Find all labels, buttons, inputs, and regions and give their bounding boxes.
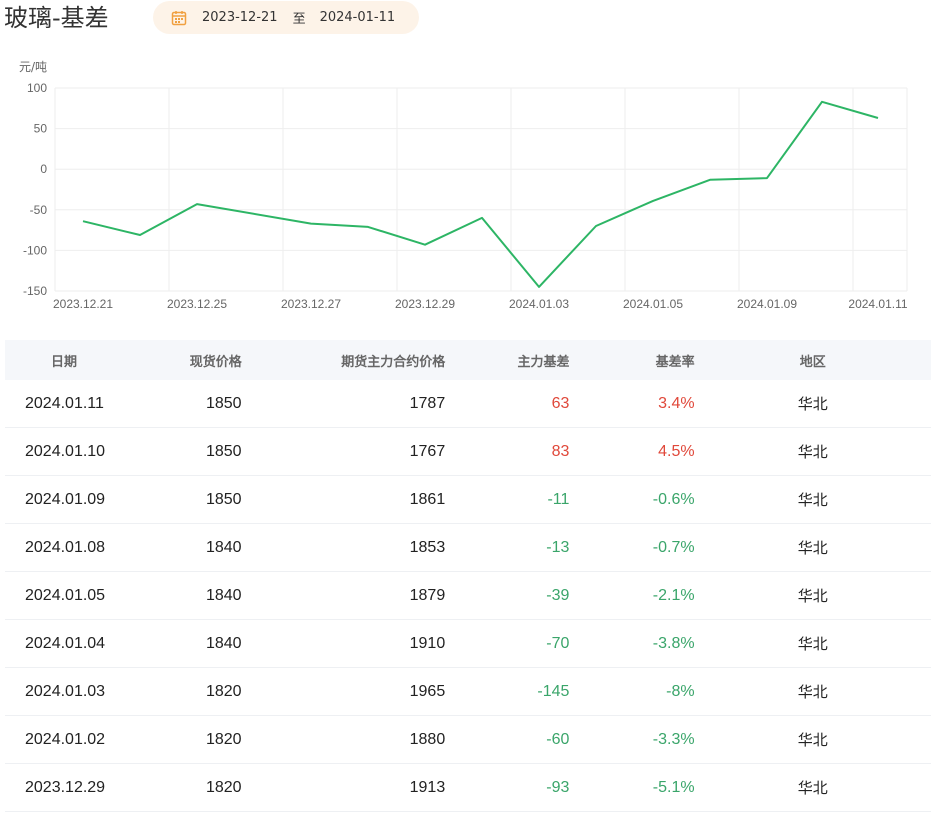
cell-region: 华北 <box>797 491 828 509</box>
cell-region: 华北 <box>797 395 828 413</box>
table-row[interactable]: 2024.01.04 1840 1910 -70 -3.8% 华北 <box>5 620 931 668</box>
y-tick-label: 0 <box>40 162 47 176</box>
cell-basis: -13 <box>546 538 570 556</box>
start-date[interactable]: 2023-12-21 <box>202 10 278 25</box>
cell-spot-price: 1820 <box>205 682 242 700</box>
calendar-icon[interactable] <box>171 10 187 26</box>
cell-spot-price: 1840 <box>205 538 242 556</box>
header-futures-price[interactable]: 期货主力合约价格 <box>341 354 446 370</box>
cell-date: 2024.01.09 <box>25 490 106 508</box>
cell-region: 华北 <box>797 731 828 749</box>
cell-basis-rate: -3.8% <box>652 634 695 652</box>
cell-spot-price: 1850 <box>205 490 242 508</box>
header-date[interactable]: 日期 <box>51 354 78 370</box>
cell-region: 华北 <box>797 539 828 557</box>
header-region[interactable]: 地区 <box>799 354 826 370</box>
cell-date: 2024.01.04 <box>25 634 106 652</box>
table-row[interactable]: 2024.01.09 1850 1861 -11 -0.6% 华北 <box>5 476 931 524</box>
x-tick-label: 2023.12.29 <box>395 297 455 311</box>
cell-basis: -60 <box>546 730 570 748</box>
table-row[interactable]: 2024.01.05 1840 1879 -39 -2.1% 华北 <box>5 572 931 620</box>
cell-basis-rate: 3.4% <box>658 394 695 412</box>
cell-basis-rate: -0.6% <box>652 490 695 508</box>
cell-futures-price: 1910 <box>409 634 446 652</box>
y-tick-label: -100 <box>23 243 47 257</box>
basis-table: 日期 现货价格 期货主力合约价格 主力基差 基差率 地区 2024.01.11 1… <box>5 340 931 812</box>
cell-spot-price: 1850 <box>205 394 242 412</box>
cell-basis: -93 <box>546 778 570 796</box>
table-row[interactable]: 2024.01.10 1850 1767 83 4.5% 华北 <box>5 428 931 476</box>
y-tick-label: -50 <box>30 203 48 217</box>
cell-date: 2024.01.02 <box>25 730 106 748</box>
x-tick-label: 2024.01.05 <box>623 297 683 311</box>
series-line <box>82 100 879 288</box>
cell-futures-price: 1913 <box>409 778 446 796</box>
cell-date: 2024.01.08 <box>25 538 106 556</box>
cell-basis-rate: -3.3% <box>652 730 695 748</box>
x-tick-label: 2024.01.03 <box>509 297 569 311</box>
y-tick-label: 100 <box>27 81 47 95</box>
y-axis-unit: 元/吨 <box>19 60 48 74</box>
y-tick-label: -150 <box>23 284 47 298</box>
cell-region: 华北 <box>797 635 828 653</box>
cell-date: 2024.01.10 <box>25 442 106 460</box>
table-header: 日期 现货价格 期货主力合约价格 主力基差 基差率 地区 <box>5 340 931 380</box>
table-row[interactable]: 2023.12.29 1820 1913 -93 -5.1% 华北 <box>5 764 931 812</box>
cell-date: 2024.01.05 <box>25 586 106 604</box>
date-range-picker[interactable]: 2023-12-21 至 2024-01-11 <box>153 1 419 34</box>
cell-region: 华北 <box>797 587 828 605</box>
cell-spot-price: 1840 <box>205 634 242 652</box>
table-row[interactable]: 2024.01.03 1820 1965 -145 -8% 华北 <box>5 668 931 716</box>
cell-region: 华北 <box>797 683 828 701</box>
cell-futures-price: 1965 <box>409 682 446 700</box>
cell-basis: 63 <box>551 394 570 412</box>
page-title: 玻璃-基差 <box>4 4 109 32</box>
cell-basis: -11 <box>547 490 570 508</box>
cell-spot-price: 1850 <box>205 442 242 460</box>
cell-date: 2024.01.03 <box>25 682 106 700</box>
cell-basis: 83 <box>551 442 570 460</box>
cell-date: 2023.12.29 <box>25 778 106 796</box>
cell-basis: -70 <box>546 634 570 652</box>
cell-date: 2024.01.11 <box>25 394 104 412</box>
date-separator: 至 <box>292 12 306 27</box>
x-tick-label: 2023.12.25 <box>167 297 227 311</box>
y-tick-label: 50 <box>34 122 48 136</box>
cell-basis: -39 <box>546 586 570 604</box>
x-tick-label: 2023.12.21 <box>53 297 113 311</box>
header-basis[interactable]: 主力基差 <box>517 354 570 370</box>
cell-spot-price: 1820 <box>205 730 242 748</box>
header-spot-price[interactable]: 现货价格 <box>189 354 242 370</box>
end-date[interactable]: 2024-01-11 <box>319 10 396 25</box>
x-tick-label: 2023.12.27 <box>281 297 341 311</box>
cell-futures-price: 1879 <box>409 586 446 604</box>
cell-region: 华北 <box>797 443 828 461</box>
basis-line-chart: 100 50 0 -50 -100 -150 2023.12.21 2023.12.25 202… <box>23 81 908 311</box>
cell-basis-rate: -0.7% <box>652 538 695 556</box>
cell-spot-price: 1820 <box>205 778 242 796</box>
table-row[interactable]: 2024.01.11 1850 1787 63 3.4% 华北 <box>5 380 931 428</box>
cell-basis: -145 <box>537 682 570 700</box>
cell-region: 华北 <box>797 779 828 797</box>
cell-basis-rate: -8% <box>666 682 695 700</box>
table-row[interactable]: 2024.01.08 1840 1853 -13 -0.7% 华北 <box>5 524 931 572</box>
table-row[interactable]: 2024.01.02 1820 1880 -60 -3.3% 华北 <box>5 716 931 764</box>
cell-futures-price: 1861 <box>409 490 446 508</box>
cell-futures-price: 1767 <box>409 442 446 460</box>
cell-basis-rate: 4.5% <box>658 442 695 460</box>
cell-basis-rate: -2.1% <box>652 586 695 604</box>
cell-futures-price: 1853 <box>409 538 446 556</box>
cell-spot-price: 1840 <box>205 586 242 604</box>
table-body: 2024.01.11 1850 1787 63 3.4% 华北 2024.01.10 1850… <box>5 380 931 812</box>
cell-basis-rate: -5.1% <box>652 778 695 796</box>
header-basis-rate[interactable]: 基差率 <box>655 354 695 370</box>
x-tick-label: 2024.01.11 <box>848 297 907 311</box>
x-tick-label: 2024.01.09 <box>737 297 797 311</box>
cell-futures-price: 1880 <box>409 730 446 748</box>
cell-futures-price: 1787 <box>409 394 446 412</box>
